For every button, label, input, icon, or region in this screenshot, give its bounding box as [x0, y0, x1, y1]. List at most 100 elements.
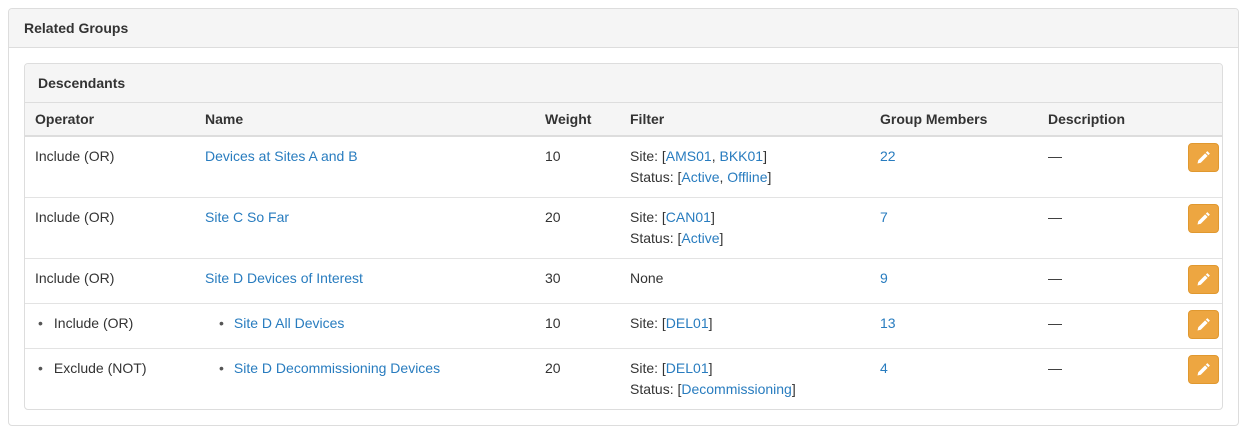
filter-text: None — [630, 270, 664, 286]
group-members-cell: 7 — [872, 197, 1040, 259]
operator-cell: Include (OR) — [25, 136, 197, 198]
name-cell: • Site D Decommissioning Devices — [197, 348, 537, 409]
filter-text: ] — [767, 169, 772, 185]
descendants-panel-title: Descendants — [25, 64, 1222, 103]
actions-cell — [1180, 258, 1222, 304]
pencil-icon — [1196, 362, 1211, 377]
nesting-bullet-icon: • — [219, 315, 224, 331]
group-name-link[interactable]: Devices at Sites A and B — [205, 148, 358, 164]
filter-text: ] — [710, 209, 715, 225]
edit-button[interactable] — [1188, 143, 1219, 172]
group-members-count-link[interactable]: 22 — [880, 148, 896, 164]
filter-text: Site: [ — [630, 209, 666, 225]
edit-button[interactable] — [1188, 265, 1219, 294]
filter-text: Site: [ — [630, 360, 666, 376]
filter-value-link[interactable]: BKK01 — [719, 148, 764, 164]
operator-label: Exclude (NOT) — [53, 360, 147, 376]
description-value: — — [1048, 270, 1062, 286]
group-members-count-link[interactable]: 13 — [880, 315, 896, 331]
weight-cell: 20 — [537, 197, 622, 259]
column-header-name: Name — [197, 103, 537, 137]
group-members-cell: 4 — [872, 348, 1040, 409]
filter-text: ] — [708, 315, 713, 331]
edit-button[interactable] — [1188, 204, 1219, 233]
group-members-cell: 13 — [872, 303, 1040, 349]
filter-cell: Site: [AMS01, BKK01] Status: [Active, Off… — [622, 136, 872, 198]
description-cell: — — [1040, 258, 1180, 304]
weight-cell: 10 — [537, 303, 622, 349]
related-groups-panel-title: Related Groups — [9, 9, 1238, 48]
group-name-link[interactable]: Site D Devices of Interest — [205, 270, 363, 286]
operator-label: Include (OR) — [35, 148, 115, 164]
filter-value-link[interactable]: Offline — [727, 169, 768, 185]
group-name-link[interactable]: Site C So Far — [205, 209, 290, 225]
group-name-link[interactable]: Site D All Devices — [233, 315, 345, 331]
filter-line: Site: [AMS01, BKK01] — [630, 146, 864, 167]
table-header: Operator Name Weight Filter Group Member… — [25, 103, 1222, 137]
weight-value: 10 — [545, 315, 561, 331]
column-header-filter: Filter — [622, 103, 872, 137]
pencil-icon — [1196, 211, 1211, 226]
table-row: • Include (OR) • Site D All Devices 10 Sit… — [25, 303, 1222, 349]
weight-value: 20 — [545, 209, 561, 225]
edit-button[interactable] — [1188, 310, 1219, 339]
filter-text: Status: [ — [630, 169, 682, 185]
group-name-link[interactable]: Site D Decommissioning Devices — [233, 360, 441, 376]
filter-value-link[interactable]: AMS01 — [665, 148, 712, 164]
filter-text: , — [711, 148, 720, 164]
filter-value-link[interactable]: DEL01 — [665, 360, 709, 376]
name-cell: Site D Devices of Interest — [197, 258, 537, 304]
name-cell: Site C So Far — [197, 197, 537, 259]
related-groups-panel-body: Descendants Operator Name Weight Filter … — [9, 48, 1238, 425]
edit-button[interactable] — [1188, 355, 1219, 384]
actions-cell — [1180, 348, 1222, 409]
group-members-cell: 9 — [872, 258, 1040, 304]
group-members-count-link[interactable]: 9 — [880, 270, 888, 286]
filter-value-link[interactable]: DEL01 — [665, 315, 709, 331]
table-body: Include (OR) Devices at Sites A and B 10… — [25, 136, 1222, 409]
filter-value-link[interactable]: Active — [681, 169, 720, 185]
filter-value-link[interactable]: Active — [681, 230, 720, 246]
filter-line: Site: [CAN01] — [630, 207, 864, 228]
operator-label: Include (OR) — [35, 270, 115, 286]
description-value: — — [1048, 360, 1062, 376]
filter-line: None — [630, 268, 864, 289]
filter-cell: Site: [DEL01] Status: [Decommissioning] — [622, 348, 872, 409]
description-value: — — [1048, 209, 1062, 225]
operator-cell: Include (OR) — [25, 197, 197, 259]
filter-value-link[interactable]: CAN01 — [665, 209, 711, 225]
filter-value-link[interactable]: Decommissioning — [681, 381, 792, 397]
description-cell: — — [1040, 303, 1180, 349]
actions-cell — [1180, 303, 1222, 349]
pencil-icon — [1196, 272, 1211, 287]
description-cell: — — [1040, 197, 1180, 259]
pencil-icon — [1196, 150, 1211, 165]
actions-cell — [1180, 197, 1222, 259]
operator-label: Include (OR) — [35, 209, 115, 225]
column-header-description: Description — [1040, 103, 1180, 137]
filter-text: Site: [ — [630, 315, 666, 331]
filter-text: Status: [ — [630, 381, 682, 397]
related-groups-panel: Related Groups Descendants Operator Name… — [8, 8, 1239, 426]
name-cell: Devices at Sites A and B — [197, 136, 537, 198]
description-value: — — [1048, 148, 1062, 164]
filter-line: Status: [Active, Offline] — [630, 167, 864, 188]
nesting-bullet-icon: • — [38, 315, 43, 331]
weight-cell: 30 — [537, 258, 622, 304]
weight-value: 30 — [545, 270, 561, 286]
column-header-weight: Weight — [537, 103, 622, 137]
table-row: • Exclude (NOT) • Site D Decommissioning D… — [25, 348, 1222, 409]
descendants-table: Operator Name Weight Filter Group Member… — [25, 103, 1222, 409]
name-cell: • Site D All Devices — [197, 303, 537, 349]
filter-text: ] — [763, 148, 767, 164]
filter-cell: Site: [DEL01] — [622, 303, 872, 349]
filter-text: ] — [791, 381, 796, 397]
operator-cell: • Include (OR) — [25, 303, 197, 349]
filter-cell: Site: [CAN01] Status: [Active] — [622, 197, 872, 259]
group-members-count-link[interactable]: 4 — [880, 360, 888, 376]
operator-cell: • Exclude (NOT) — [25, 348, 197, 409]
filter-line: Site: [DEL01] — [630, 313, 864, 334]
operator-cell: Include (OR) — [25, 258, 197, 304]
group-members-count-link[interactable]: 7 — [880, 209, 888, 225]
